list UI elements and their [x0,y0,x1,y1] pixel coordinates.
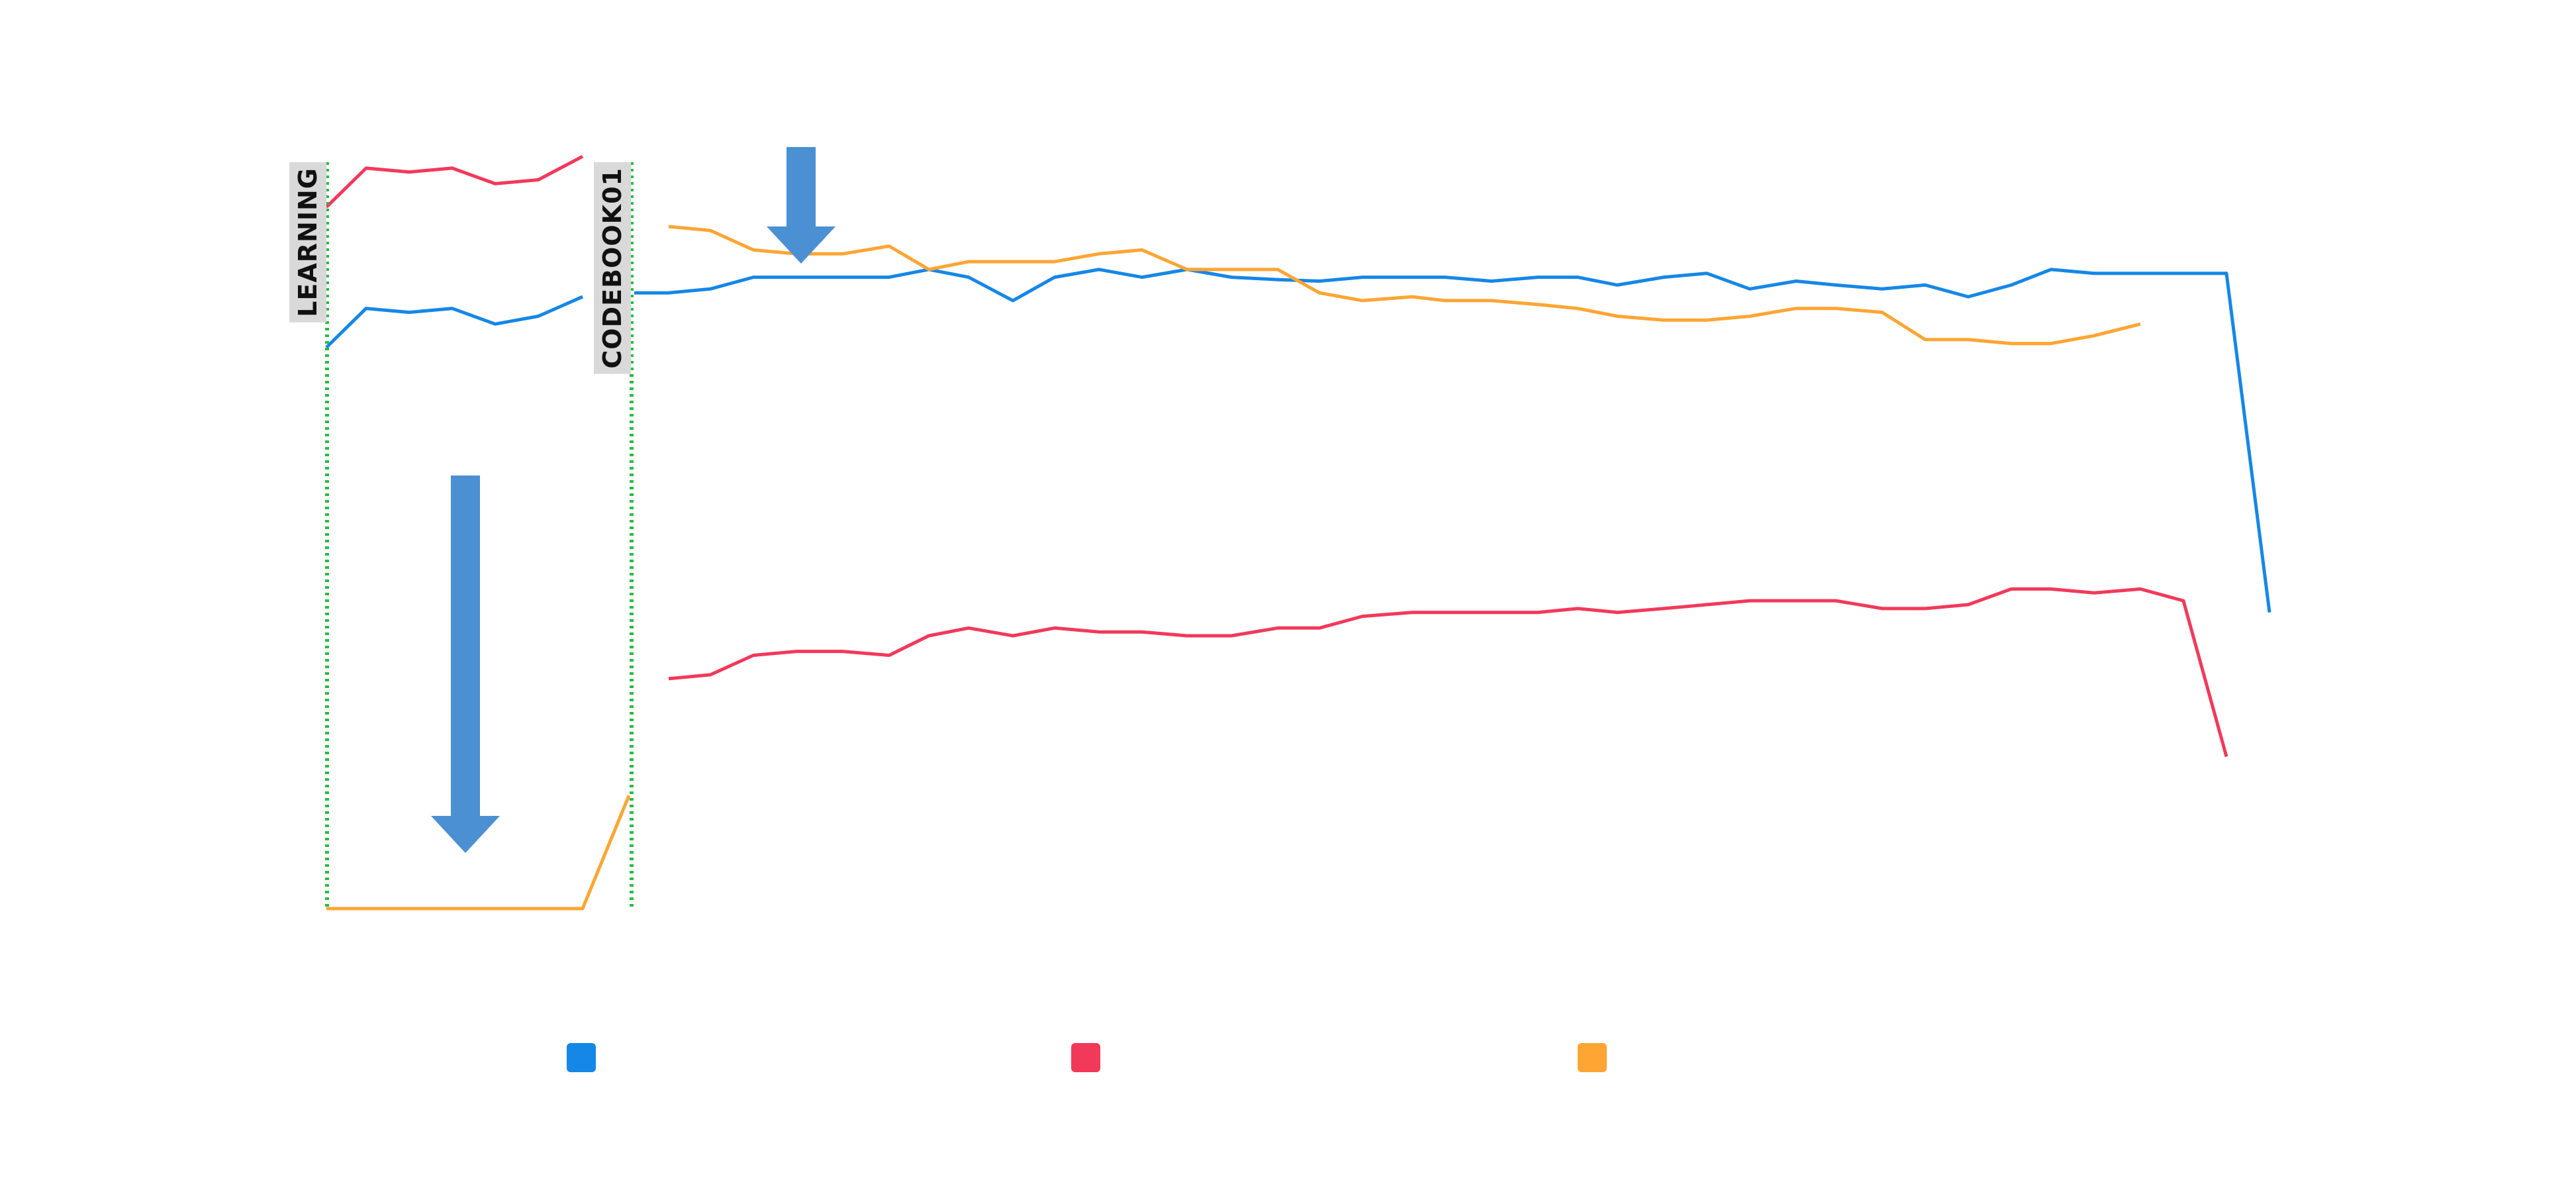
annotation-layer: LEARNING CODEBOOK01 [289,147,835,907]
down-arrow-small [767,147,835,264]
marker-label-background [289,162,326,323]
down-arrow-large [431,475,500,853]
series-line-1 [325,268,2271,613]
series-layer [325,154,2271,911]
marker-label-text: LEARNING [293,168,322,317]
legend-swatch-1 [567,1043,596,1072]
marker-label-codebook01: CODEBOOK01 [594,162,631,374]
marker-label-background [594,162,631,374]
series-line-3 [326,225,2141,911]
legend [567,1043,1607,1072]
series-line-2 [325,154,2228,758]
marker-label-text: CODEBOOK01 [598,168,627,369]
legend-swatch-3 [1578,1043,1607,1072]
legend-swatch-2 [1071,1043,1100,1072]
marker-label-learning: LEARNING [289,162,326,323]
